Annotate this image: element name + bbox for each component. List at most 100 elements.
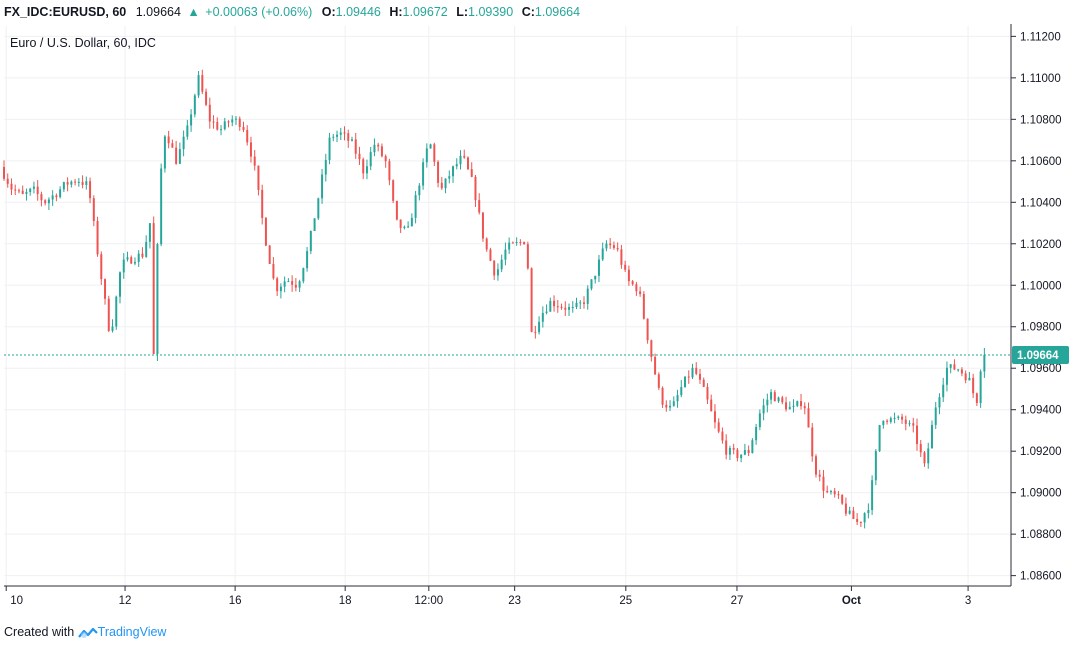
candle-body [163,136,166,169]
candle-body [141,253,144,257]
candle-body [803,406,806,409]
candle-body [856,519,859,522]
candle-body [212,121,215,123]
candle-body [642,294,645,319]
candle-body [257,165,260,190]
candle-body [770,392,773,400]
candle-body [934,407,937,425]
candle-body [620,249,623,265]
candle-body [586,288,589,304]
candle-body [40,194,43,201]
candle-body [29,188,32,192]
candle-body [766,399,769,406]
candle-body [242,126,245,130]
candle-body [466,157,469,170]
candle-body [897,416,900,419]
candle-body [631,281,634,285]
candle-body [773,392,776,402]
candle-body [388,161,391,181]
candle-body [365,166,368,174]
y-tick-label: 1.10200 [1020,239,1062,251]
candle-body [818,474,821,477]
candle-body [336,134,339,137]
x-tick-label: 12:00 [414,595,443,607]
candle-body [601,248,604,260]
candle-body [878,424,881,452]
candle-body [904,419,907,424]
candle-body [306,251,309,269]
candle-body [130,257,133,264]
candle-body [373,144,376,153]
y-tick-label: 1.08800 [1020,529,1062,541]
candle-body [728,447,731,455]
candle-body [36,186,39,195]
candle-body [100,254,103,280]
candle-body [279,286,282,292]
candle-body [317,198,320,219]
candlestick-series [3,69,986,529]
candle-body [684,376,687,388]
price-chart[interactable]: 1.11200 1.11000 1.10800 1.10600 1.10400 1.102… [0,24,1074,620]
candle-body [515,241,518,243]
candle-body [59,189,62,198]
candle-body [107,298,110,331]
candle-body [126,257,129,260]
candle-body [358,153,361,160]
candle-body [972,377,975,394]
candle-body [706,386,709,400]
candle-body [339,132,342,135]
candle-body [17,190,20,192]
candle-body [148,223,151,242]
candle-body [624,264,627,270]
low-value: 1.09390 [468,5,514,19]
x-tick-label: 12 [119,595,132,607]
y-tick-label: 1.09800 [1020,322,1062,334]
footer-credit[interactable]: Created with TradingView [4,622,166,642]
x-tick-label: 25 [619,595,632,607]
candle-body [957,369,960,371]
candle-body [96,221,99,255]
candle-body [654,356,657,375]
candle-body [485,238,488,250]
candle-body [70,181,73,185]
candle-body [92,198,95,222]
candle-body [916,425,919,445]
candle-body [785,402,788,410]
candle-body [231,119,234,123]
candle-body [541,312,544,322]
candle-body [511,242,514,244]
candle-body [14,189,17,191]
y-tick-label: 1.10000 [1020,280,1062,292]
candle-body [478,200,481,213]
candle-body [523,242,526,245]
candle-body [833,491,836,495]
candle-body [582,302,585,304]
open-label: O: [321,5,336,19]
candle-body [294,284,297,288]
candle-body [418,185,421,196]
chart-title: Euro / U.S. Dollar, 60, IDC [10,36,156,50]
candle-body [594,275,597,280]
high-value: 1.09672 [402,5,448,19]
candle-body [474,176,477,201]
candle-body [762,405,765,414]
candle-body [283,281,286,287]
candle-body [227,121,230,123]
candle-body [392,180,395,201]
candle-body [777,397,780,402]
candle-body [751,440,754,453]
candle-body [949,364,952,368]
candle-body [968,377,971,381]
candle-body [553,300,556,307]
footer-brand: TradingView [97,625,167,639]
candle-body [661,387,664,405]
candle-body [713,411,716,423]
candle-body [6,178,9,184]
candle-body [414,195,417,218]
candle-body [665,404,668,408]
candle-body [698,373,701,380]
candle-body [175,147,178,164]
candle-body [844,503,847,514]
candle-body [882,420,885,425]
y-tick-label: 1.10800 [1020,114,1062,126]
